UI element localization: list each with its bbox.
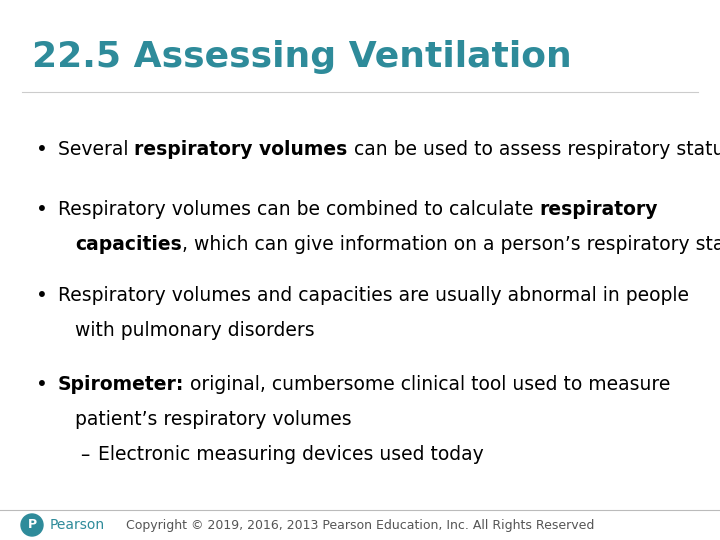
Text: respiratory: respiratory [539,200,658,219]
Text: , which can give information on a person’s respiratory status: , which can give information on a person… [181,235,720,254]
Text: can be used to assess respiratory status: can be used to assess respiratory status [348,140,720,159]
Text: 22.5 Assessing Ventilation: 22.5 Assessing Ventilation [32,40,572,74]
Text: •: • [36,375,48,394]
Text: Several: Several [58,140,135,159]
Text: –: – [80,446,89,464]
Text: Electronic measuring devices used today: Electronic measuring devices used today [98,446,484,464]
Text: P: P [27,518,37,531]
Text: capacities: capacities [75,235,181,254]
Text: with pulmonary disorders: with pulmonary disorders [75,321,315,340]
Text: patient’s respiratory volumes: patient’s respiratory volumes [75,410,351,429]
Text: Copyright © 2019, 2016, 2013 Pearson Education, Inc. All Rights Reserved: Copyright © 2019, 2016, 2013 Pearson Edu… [126,518,594,531]
Text: •: • [36,200,48,219]
Circle shape [21,514,43,536]
Text: Respiratory volumes can be combined to calculate: Respiratory volumes can be combined to c… [58,200,539,219]
Text: respiratory volumes: respiratory volumes [135,140,348,159]
Text: •: • [36,140,48,159]
Text: Spirometer:: Spirometer: [58,375,184,394]
Text: Respiratory volumes and capacities are usually abnormal in people: Respiratory volumes and capacities are u… [58,286,689,305]
Text: •: • [36,286,48,305]
Text: original, cumbersome clinical tool used to measure: original, cumbersome clinical tool used … [184,375,671,394]
Text: Pearson: Pearson [50,518,105,532]
